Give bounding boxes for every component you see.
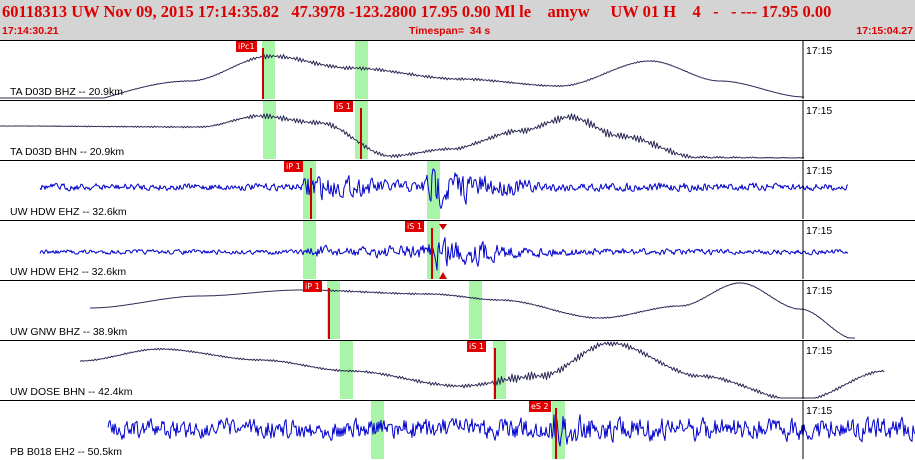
pick-flag[interactable]: iS 1 <box>405 221 424 232</box>
time-tick-label: 17:15 <box>806 285 833 297</box>
trace-panel[interactable]: iP 1 17:15 UW GNW BHZ -- 38.9km <box>0 280 915 339</box>
seismogram-panels: iPc1 17:15 TA D03D BHZ -- 20.9km iS 1 17… <box>0 40 915 460</box>
waveform-trace <box>107 414 915 447</box>
pick-flag[interactable]: iP 1 <box>284 161 303 172</box>
arrival-marker-down <box>439 224 447 230</box>
trace-panel[interactable]: iS 1 17:15 TA D03D BHN -- 20.9km <box>0 100 915 159</box>
time-tick-label: 17:15 <box>806 105 833 117</box>
trace-panel[interactable]: iS 1 17:15 UW HDW EH2 -- 32.6km <box>0 220 915 279</box>
pick-flag[interactable]: iPc1 <box>236 41 257 52</box>
station-label: UW GNW BHZ -- 38.9km <box>10 326 128 338</box>
waveform-trace <box>0 53 804 99</box>
pick-flag[interactable]: eS 2 <box>529 401 551 412</box>
pick-flag[interactable]: iP 1 <box>303 281 322 292</box>
pick-flag[interactable]: iS 1 <box>467 341 486 352</box>
waveform <box>39 161 849 219</box>
station-label: TA D03D BHZ -- 20.9km <box>10 86 123 98</box>
waveform <box>0 41 804 99</box>
waveform-trace <box>39 237 849 271</box>
waveform <box>107 401 915 459</box>
waveform <box>0 101 805 159</box>
waveform <box>39 221 849 279</box>
time-tick-label: 17:15 <box>806 45 833 57</box>
timespan-label: Timespan= 34 s <box>409 25 491 37</box>
time-tick-label: 17:15 <box>806 405 833 417</box>
station-label: TA D03D BHN -- 20.9km <box>10 146 125 158</box>
pick-flag[interactable]: iS 1 <box>334 101 353 112</box>
header-bar: 60118313 UW Nov 09, 2015 17:14:35.82 47.… <box>0 0 915 40</box>
arrival-marker-up <box>439 272 447 279</box>
waveform-trace <box>90 282 855 339</box>
phase-guide-marker <box>469 281 482 339</box>
waveform-trace <box>39 168 849 209</box>
start-time: 17:14:30.21 <box>2 25 59 37</box>
phase-guide-marker <box>493 341 506 399</box>
trace-panel[interactable]: eS 2 17:15 PB B018 EH2 -- 50.5km <box>0 400 915 459</box>
station-label: PB B018 EH2 -- 50.5km <box>10 446 123 458</box>
phase-guide-marker <box>327 281 340 339</box>
phase-guide-marker <box>427 161 440 219</box>
trace-panel[interactable]: iP 1 17:15 UW HDW EHZ -- 32.6km <box>0 160 915 219</box>
phase-guide-marker <box>340 341 353 399</box>
trace-panel[interactable]: iPc1 17:15 TA D03D BHZ -- 20.9km <box>0 40 915 99</box>
time-tick-label: 17:15 <box>806 345 833 357</box>
phase-guide-marker <box>303 221 316 279</box>
event-info-line: 60118313 UW Nov 09, 2015 17:14:35.82 47.… <box>2 2 832 21</box>
time-tick-label: 17:15 <box>806 165 833 177</box>
waveform-trace <box>79 341 885 399</box>
end-time: 17:15:04.27 <box>856 25 913 37</box>
waveform <box>90 281 855 339</box>
trace-panel[interactable]: iS 1 17:15 UW DOSE BHN -- 42.4km <box>0 340 915 399</box>
waveform <box>79 341 885 399</box>
time-tick-label: 17:15 <box>806 225 833 237</box>
waveform-trace <box>0 113 805 159</box>
station-label: UW HDW EHZ -- 32.6km <box>10 206 127 218</box>
station-label: UW HDW EH2 -- 32.6km <box>10 266 127 278</box>
phase-guide-marker <box>262 41 275 99</box>
station-label: UW DOSE BHN -- 42.4km <box>10 386 133 398</box>
